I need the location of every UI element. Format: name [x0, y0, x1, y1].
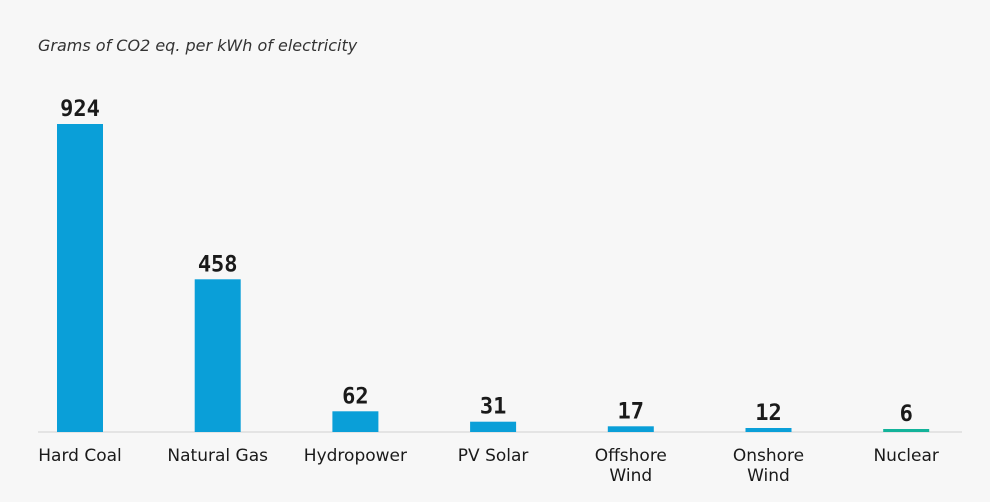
- bar: [194, 279, 241, 432]
- category-label: Nuclear: [873, 446, 938, 466]
- value-label: 17: [618, 399, 645, 424]
- value-label: 62: [342, 384, 369, 409]
- category-label: Offshore Wind: [595, 446, 667, 486]
- value-labels-group: 924 458 62 31 17 12 6: [60, 97, 913, 427]
- bar: [883, 429, 930, 432]
- bar: [745, 428, 792, 432]
- bar: [57, 124, 103, 432]
- value-label: 12: [755, 401, 782, 426]
- value-label: 31: [480, 395, 507, 420]
- category-labels-group: Hard Coal Natural Gas Hydropower PV Solar Of…: [38, 446, 939, 486]
- category-label: Onshore Wind: [733, 446, 804, 486]
- value-label: 458: [198, 252, 238, 277]
- bar: [470, 421, 517, 432]
- chart-title: Grams of CO2 eq. per kWh of electricity: [38, 36, 358, 55]
- category-label: Hard Coal: [38, 446, 122, 466]
- bar: [332, 411, 379, 432]
- bar: [607, 426, 654, 432]
- value-label: 6: [900, 402, 913, 427]
- bars-group: [57, 124, 930, 432]
- category-label: PV Solar: [458, 446, 529, 466]
- category-label: Natural Gas: [167, 446, 268, 466]
- value-label: 924: [60, 97, 100, 122]
- category-label: Hydropower: [304, 446, 407, 466]
